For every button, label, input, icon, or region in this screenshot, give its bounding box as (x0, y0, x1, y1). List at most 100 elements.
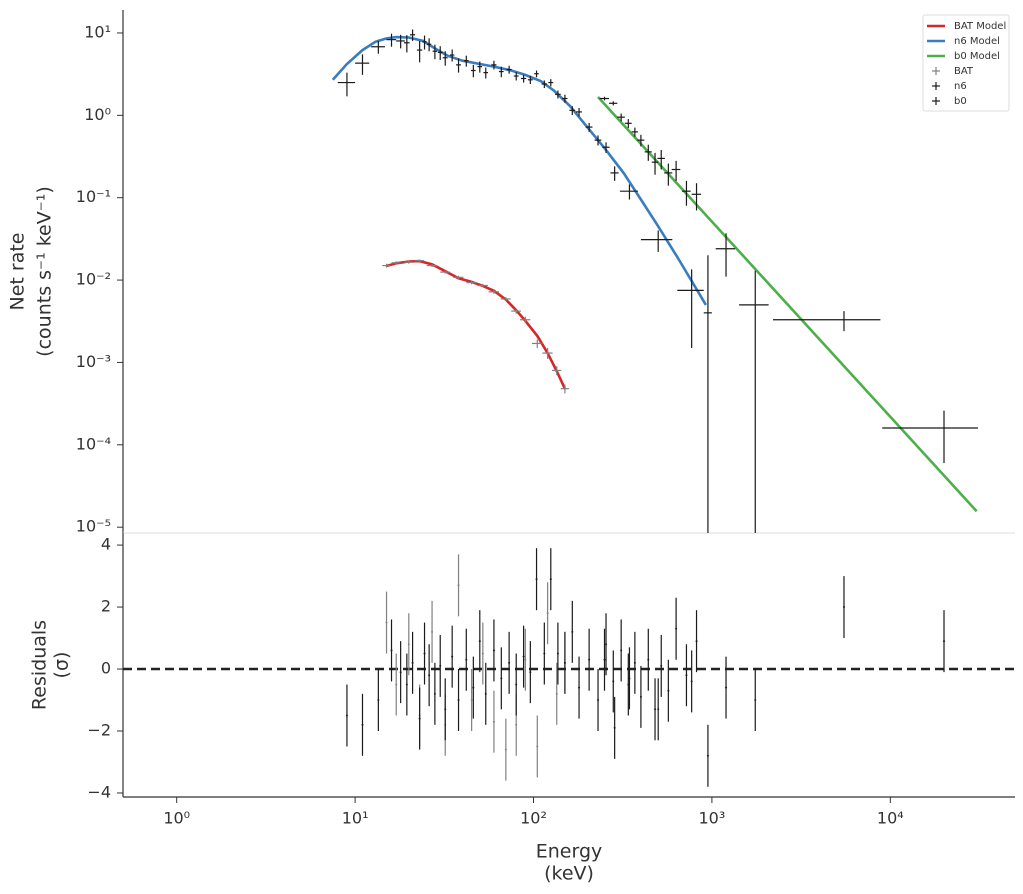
y-tick-label: 10⁻³ (76, 352, 111, 371)
point (555, 692, 558, 695)
point (578, 686, 581, 689)
y-tick-label: 10⁻⁵ (76, 517, 111, 536)
point (361, 723, 364, 726)
point (695, 640, 698, 643)
y-tick-label: 0 (101, 659, 111, 678)
y-tick-label: 10⁰ (84, 105, 111, 124)
point (556, 652, 559, 655)
point (439, 664, 442, 667)
point (706, 754, 709, 757)
y-tick-label: 2 (101, 597, 111, 616)
point (536, 745, 539, 748)
point (377, 699, 380, 702)
legend-box (922, 14, 1010, 112)
point (597, 699, 600, 702)
point (620, 649, 623, 652)
point (667, 689, 670, 692)
point (633, 661, 636, 664)
y-axis-label: (counts s⁻¹ keV⁻¹) (34, 186, 56, 357)
point (457, 584, 460, 587)
point (515, 683, 518, 686)
point (395, 683, 398, 686)
point (457, 699, 460, 702)
point (411, 661, 414, 664)
legend-label: n6 (954, 81, 967, 92)
y-tick-label: −2 (87, 721, 111, 740)
point (418, 717, 421, 720)
point (428, 674, 431, 677)
point (613, 726, 616, 729)
point (563, 661, 566, 664)
y-tick-label: 10¹ (84, 22, 111, 41)
point (842, 606, 845, 609)
point (639, 695, 642, 698)
point (535, 578, 538, 581)
x-tick-label: 10³ (699, 809, 726, 828)
y-tick-label: 10⁻⁴ (76, 434, 111, 453)
point (546, 612, 549, 615)
point (543, 652, 546, 655)
point (504, 748, 507, 751)
point (605, 643, 608, 646)
legend-label: b0 (954, 96, 967, 107)
point (524, 658, 527, 661)
point (647, 658, 650, 661)
point (492, 649, 495, 652)
point (470, 699, 473, 702)
y-axis-label: Net rate (7, 233, 29, 311)
point (657, 708, 660, 711)
point (399, 671, 402, 674)
point (465, 658, 468, 661)
point (433, 692, 436, 695)
y-tick-label: 4 (101, 535, 111, 554)
point (685, 674, 688, 677)
legend-label: BAT Model (954, 21, 1006, 32)
point (588, 658, 591, 661)
y-tick-label: 10⁻¹ (76, 187, 111, 206)
point (492, 720, 495, 723)
y-axis-label: Residuals (29, 620, 51, 710)
x-tick-label: 10⁰ (163, 809, 190, 828)
point (500, 677, 503, 680)
point (431, 630, 434, 633)
point (484, 692, 487, 695)
y-tick-label: −4 (87, 782, 111, 801)
point (628, 677, 631, 680)
point (754, 699, 757, 702)
x-tick-label: 10⁴ (877, 809, 904, 828)
x-axis-label: (keV) (544, 863, 594, 885)
point (943, 640, 946, 643)
point (522, 655, 525, 658)
point (549, 578, 552, 581)
point (529, 671, 532, 674)
model-line (331, 35, 708, 306)
y-tick-label: 10⁻² (76, 270, 111, 289)
point (423, 652, 426, 655)
legend-label: BAT (954, 66, 974, 77)
point (508, 661, 511, 664)
x-axis-label: Energy (536, 841, 603, 863)
point (385, 621, 388, 624)
y-axis-label: (σ) (51, 652, 73, 679)
point (571, 630, 574, 633)
point (654, 708, 657, 711)
point (451, 655, 454, 658)
point (472, 686, 475, 689)
point (612, 680, 615, 683)
point (390, 649, 393, 652)
point (515, 723, 518, 726)
point (345, 714, 348, 717)
legend-label: n6 Model (954, 36, 1000, 47)
point (603, 658, 606, 661)
model-line (386, 259, 567, 390)
point (725, 686, 728, 689)
legend-label: b0 Model (954, 51, 1000, 62)
point (627, 683, 630, 686)
point (690, 680, 693, 683)
x-tick-label: 10¹ (342, 809, 369, 828)
x-tick-label: 10² (520, 809, 547, 828)
point (405, 683, 408, 686)
point (407, 643, 410, 646)
point (675, 627, 678, 630)
